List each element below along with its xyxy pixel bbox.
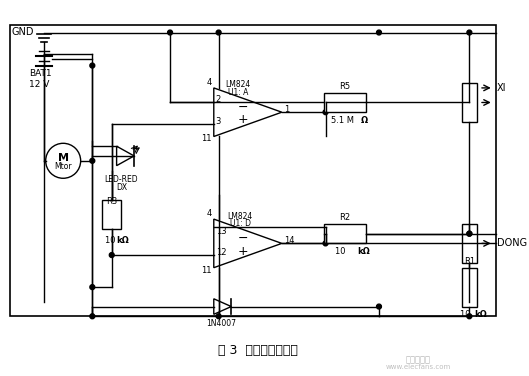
Text: M: M	[58, 153, 69, 163]
Text: 10: 10	[335, 247, 349, 256]
Text: kΩ: kΩ	[474, 311, 487, 320]
Circle shape	[323, 110, 328, 115]
Circle shape	[323, 241, 328, 246]
Text: 4: 4	[207, 209, 212, 218]
Text: U1: D: U1: D	[230, 220, 251, 229]
Text: 1: 1	[284, 105, 289, 114]
Circle shape	[467, 30, 472, 35]
Text: LM824: LM824	[225, 80, 251, 89]
Text: R1: R1	[464, 257, 475, 266]
Text: DONG: DONG	[497, 238, 527, 249]
Text: 11: 11	[202, 265, 212, 274]
Text: BAT1: BAT1	[29, 69, 52, 78]
Text: XI: XI	[497, 83, 506, 93]
Bar	[10, 25, 496, 316]
Bar	[102, 200, 122, 229]
Text: 4: 4	[207, 78, 212, 87]
Text: 10: 10	[460, 311, 473, 320]
Bar	[462, 268, 477, 306]
Text: Mtor: Mtor	[54, 162, 72, 171]
Circle shape	[377, 30, 381, 35]
Circle shape	[90, 314, 95, 319]
Text: www.elecfans.com: www.elecfans.com	[385, 364, 451, 370]
Circle shape	[467, 231, 472, 236]
Text: R3: R3	[106, 197, 117, 206]
Text: 13: 13	[216, 227, 226, 236]
Text: kΩ: kΩ	[358, 247, 370, 256]
Text: LM824: LM824	[227, 212, 253, 221]
Text: kΩ: kΩ	[116, 236, 130, 245]
Circle shape	[467, 314, 472, 319]
Text: 10: 10	[105, 236, 118, 245]
Text: DX: DX	[116, 183, 127, 192]
Text: +: +	[238, 245, 248, 258]
Text: Ω: Ω	[361, 116, 368, 125]
Text: −: −	[238, 232, 248, 245]
Text: R5: R5	[340, 82, 351, 91]
Text: 5.1 M: 5.1 M	[331, 116, 353, 125]
Circle shape	[216, 314, 221, 319]
Bar	[462, 224, 477, 263]
Circle shape	[90, 158, 95, 163]
Circle shape	[90, 63, 95, 68]
Circle shape	[377, 304, 381, 309]
Text: 12: 12	[216, 248, 226, 257]
Text: U1: A: U1: A	[228, 88, 248, 97]
Text: 3: 3	[216, 117, 221, 126]
Text: 电子发烧友: 电子发烧友	[405, 355, 431, 364]
Bar	[462, 83, 477, 122]
Text: R2: R2	[340, 213, 351, 222]
Text: 14: 14	[284, 237, 294, 246]
Text: GND: GND	[12, 27, 34, 37]
Circle shape	[168, 30, 172, 35]
Text: 12 V: 12 V	[29, 80, 50, 89]
Circle shape	[216, 30, 221, 35]
Text: 11: 11	[202, 134, 212, 143]
Circle shape	[467, 231, 472, 236]
Text: −: −	[238, 101, 248, 114]
Bar	[324, 224, 367, 243]
Text: 2: 2	[216, 96, 221, 105]
Text: 1N4007: 1N4007	[206, 319, 236, 328]
Circle shape	[90, 285, 95, 290]
Text: 图 3  方位角控制电路: 图 3 方位角控制电路	[217, 344, 297, 357]
Bar	[324, 93, 367, 112]
Text: LED-RED: LED-RED	[105, 175, 138, 184]
Circle shape	[110, 253, 114, 258]
Text: +: +	[238, 114, 248, 126]
